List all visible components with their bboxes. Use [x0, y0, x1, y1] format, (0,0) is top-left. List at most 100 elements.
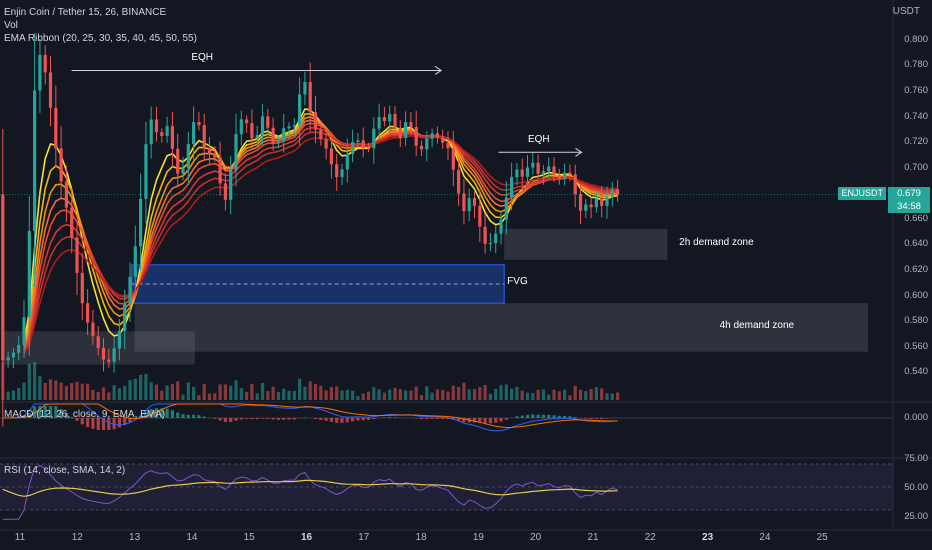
macd-bar [91, 418, 95, 429]
volume-bar [80, 383, 84, 400]
candle-body [255, 135, 259, 139]
time-tick: 15 [243, 532, 255, 543]
volume-bar [409, 390, 413, 400]
volume-bar [117, 388, 122, 400]
candle-body [610, 189, 614, 197]
candle-body [430, 133, 434, 139]
candle-body [160, 132, 164, 137]
macd-label: MACD (12, 26, close, 9, EMA, EMA) [4, 409, 166, 420]
candle-body [504, 197, 508, 220]
macd-bar [96, 418, 100, 430]
volume-bar [467, 389, 471, 400]
macd-bar [494, 418, 498, 423]
macd-bar [245, 418, 249, 419]
volume-bar [430, 392, 434, 400]
candle-body [531, 162, 535, 168]
candle-body [266, 116, 270, 128]
candle-body [616, 189, 620, 195]
candle-body [467, 198, 471, 212]
volume-bar [382, 392, 387, 400]
volume-bar [112, 385, 116, 400]
chart-legend: Enjin Coin / Tether 15, 26, BINANCE Vol … [4, 6, 197, 45]
macd-bar [488, 418, 493, 424]
volume-bar [298, 378, 302, 400]
symbol-title: Enjin Coin / Tether 15, 26, BINANCE [4, 7, 167, 18]
candle-body [382, 117, 387, 122]
volume-bar [404, 390, 408, 400]
candle-body [552, 166, 556, 176]
candle-body [605, 196, 609, 206]
volume-bar [186, 382, 190, 400]
volume-bar [245, 391, 249, 400]
volume-bar [356, 395, 360, 400]
candle-body [245, 119, 249, 124]
macd-bar [594, 418, 599, 419]
candle-body [22, 317, 26, 345]
demand-zone-4h [134, 303, 869, 352]
volume-bar [478, 386, 482, 400]
volume-bar [181, 394, 185, 400]
candle-body [213, 153, 217, 158]
macd-bar [239, 418, 243, 420]
price-tick: 0.620 [904, 263, 928, 275]
volume-bar [541, 389, 546, 400]
macd-bar [568, 416, 572, 418]
candle-body [483, 226, 487, 244]
macd-bar [584, 418, 588, 419]
eqh-label-2: EQH [527, 134, 550, 146]
volume-bar [563, 389, 567, 400]
macd-bar [213, 418, 217, 419]
volume-bar [176, 381, 180, 400]
volume-bar [589, 388, 593, 400]
macd-bar [54, 406, 58, 418]
macd-bar [287, 418, 291, 420]
volume-bar [531, 393, 535, 400]
candle-body [96, 336, 100, 349]
time-tick: 20 [530, 532, 542, 543]
volume-bar [149, 382, 153, 400]
candle-body [409, 122, 413, 127]
candle-body [70, 207, 74, 238]
candle-body [234, 134, 238, 171]
macd-bar [462, 418, 466, 423]
eqh1-arrow [434, 66, 443, 75]
volume-bar [165, 385, 169, 400]
rsi-tick-50: 50.00 [904, 482, 928, 493]
macd-bar [64, 413, 69, 418]
candle-body [398, 127, 402, 138]
candle-body [123, 303, 127, 332]
volume-bar [11, 390, 16, 400]
zone-4h-label: 4h demand zone [719, 320, 795, 332]
volume-bar [266, 391, 270, 400]
time-tick: 13 [129, 532, 141, 543]
volume-bar [123, 385, 127, 400]
macd-bar [536, 414, 540, 418]
macd-bar [425, 418, 429, 420]
candle-body [149, 119, 153, 145]
time-tick: 18 [415, 532, 427, 543]
volume-bar [223, 384, 228, 400]
macd-bar [292, 418, 296, 420]
volume-bar [292, 390, 296, 400]
candle-body [260, 116, 265, 136]
volume-bar [610, 393, 614, 400]
macd-bar [276, 418, 281, 420]
candle-body [250, 123, 254, 139]
volume-bar [568, 395, 572, 400]
macd-bar [313, 418, 318, 419]
volume-bar [441, 390, 445, 400]
macd-bar [70, 416, 74, 418]
macd-bar [520, 415, 524, 418]
volume-bars [1, 362, 620, 400]
volume-bar [398, 389, 402, 400]
volume-bar [536, 389, 540, 400]
volume-bar [472, 389, 477, 400]
price-tick: 0.720 [904, 136, 928, 148]
volume-bar [552, 389, 556, 400]
candle-body [404, 122, 408, 138]
candle-body [292, 124, 296, 127]
candle-body [38, 54, 42, 91]
volume-bar [377, 389, 381, 400]
